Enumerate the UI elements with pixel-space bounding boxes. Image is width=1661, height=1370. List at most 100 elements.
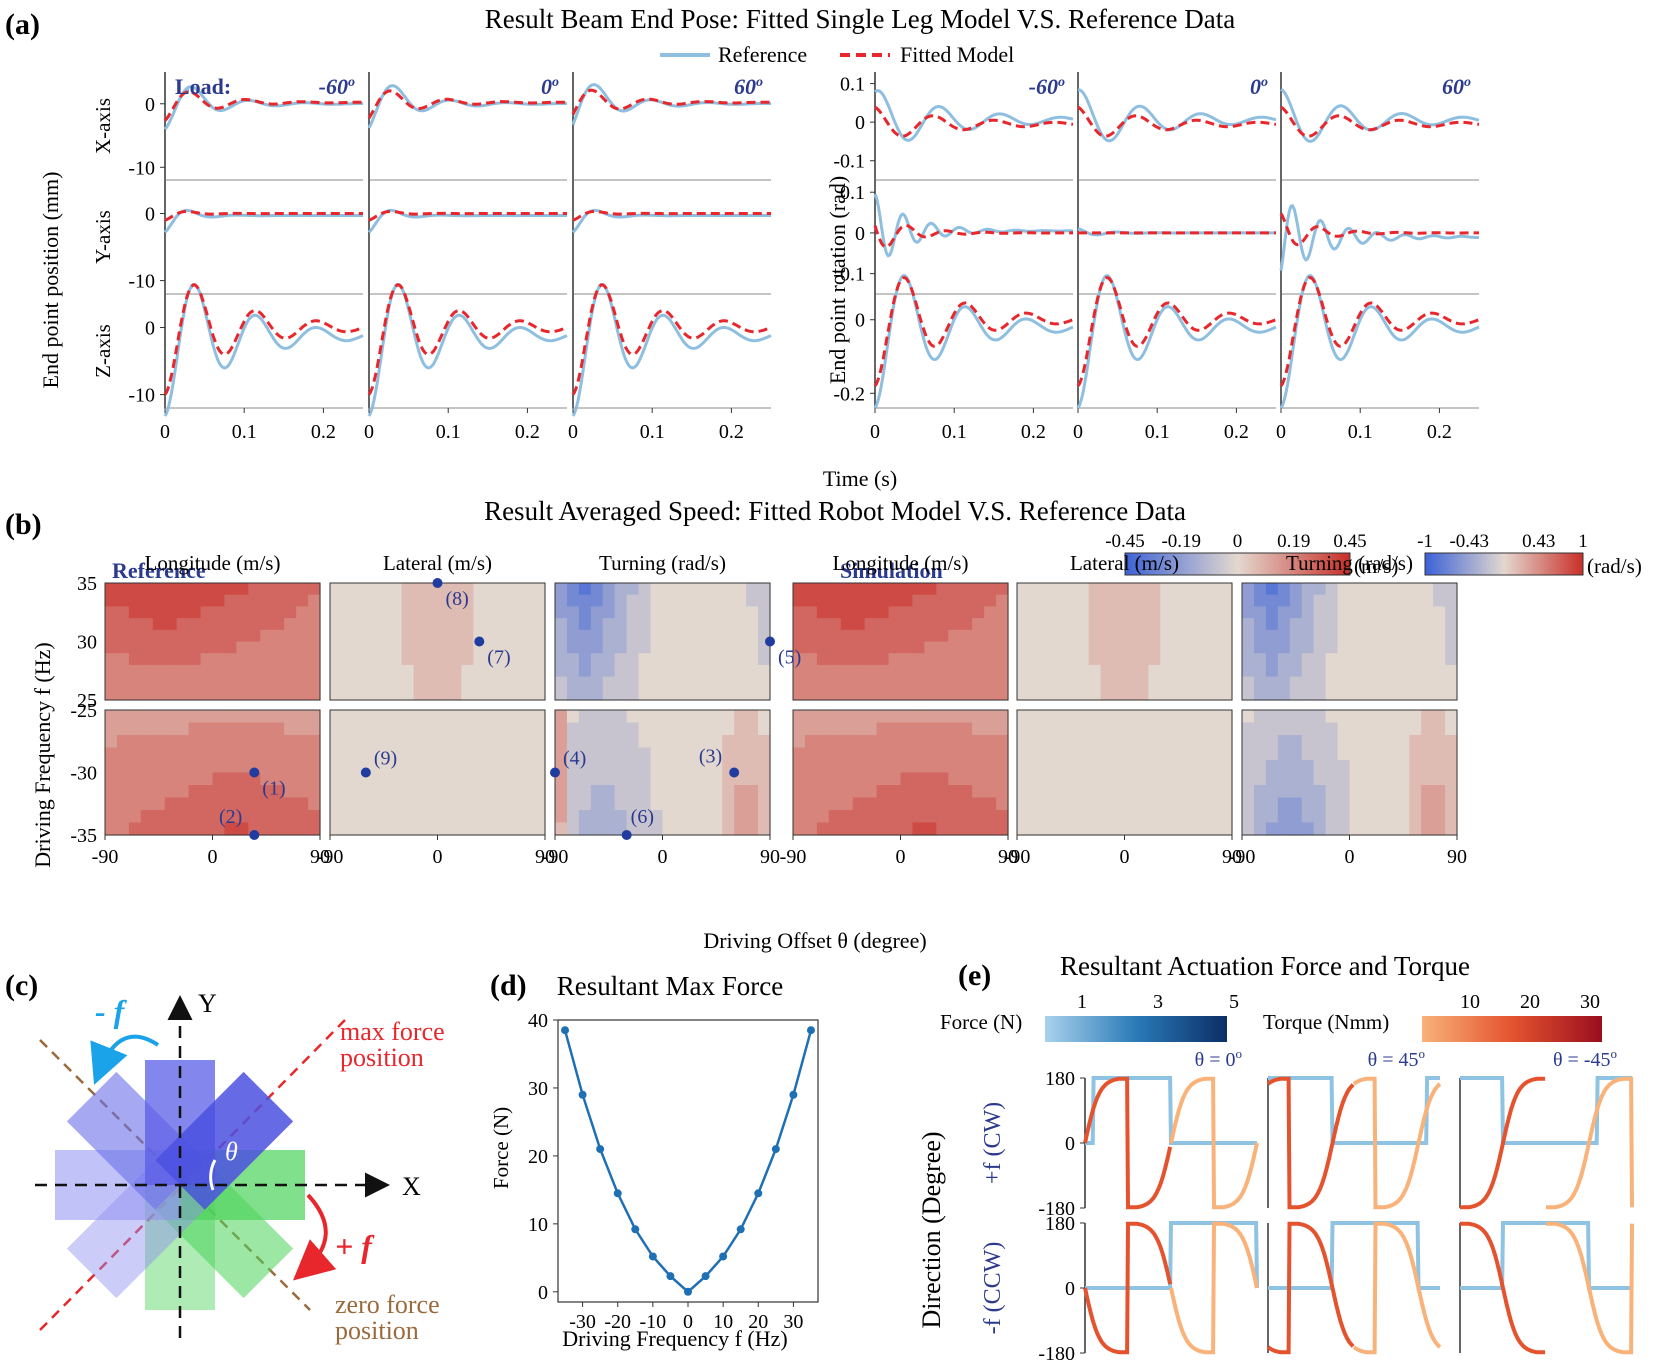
heatmap-cell — [1017, 747, 1030, 761]
heatmap-cell — [473, 664, 486, 678]
heatmap-cell — [1172, 653, 1185, 666]
heatmap-cell — [365, 688, 379, 701]
heatmap-cell — [1028, 822, 1042, 836]
heatmap-cell — [1028, 629, 1042, 643]
heatmap-cell — [1242, 583, 1255, 596]
heatmap-cell — [497, 641, 510, 654]
heatmap-cell — [650, 710, 664, 724]
heatmap-cell — [686, 710, 699, 724]
speed-cbar-tick: -0.45 — [1105, 531, 1145, 552]
heatmap-cell — [188, 641, 202, 654]
heatmap-cell — [413, 629, 427, 643]
chart-d-xlabel: Driving Frequency f (Hz) — [562, 1326, 787, 1351]
heatmap-cell — [936, 688, 949, 701]
heatmap-cell — [996, 772, 1009, 786]
heatmap-cell — [662, 710, 676, 724]
heatmap-cell — [828, 785, 842, 799]
heatmap-cell — [521, 618, 534, 631]
heatmap-cell — [521, 676, 534, 689]
heatmap-cell — [224, 629, 237, 643]
heatmap-cell — [662, 688, 676, 701]
heatmap-cell — [662, 629, 676, 643]
heatmap-cell — [1148, 629, 1161, 643]
heatmap-cell — [377, 710, 391, 724]
heatmap-cell — [377, 676, 391, 689]
y-tick-label: -180 — [1038, 1198, 1075, 1220]
panel-d-label: (d) — [490, 969, 527, 1002]
heatmap-cell — [1017, 822, 1030, 836]
heatmap-cell — [1017, 772, 1030, 786]
heatmap-cell — [365, 810, 379, 824]
heatmap-cell — [1397, 760, 1410, 774]
heatmap-cell — [626, 735, 640, 749]
heatmap-cell — [389, 664, 403, 678]
marker-dot — [765, 636, 775, 647]
heatmap-cell — [437, 785, 451, 799]
legend-fitted-label: Fitted Model — [900, 42, 1014, 67]
heatmap-cell — [734, 822, 747, 836]
heatmap-cell — [566, 735, 580, 749]
heatmap-cell — [236, 688, 249, 701]
heatmap-cell — [176, 583, 190, 596]
heatmap-cell — [449, 629, 462, 643]
heatmap-cell — [425, 664, 439, 678]
heatmap-cell — [1196, 760, 1209, 774]
chart-e-axes-2-0 — [1459, 1076, 1634, 1210]
heatmap-cell — [686, 735, 699, 749]
heatmap-cell — [308, 797, 321, 811]
heatmap-cell — [804, 722, 818, 736]
heatmap-cell — [296, 676, 309, 689]
heatmap-cell — [804, 747, 818, 761]
heatmap-cell — [1445, 641, 1458, 654]
heatmap-cell — [1040, 760, 1054, 774]
heatmap-cell — [1253, 747, 1267, 761]
panel-e-label: (e) — [958, 959, 991, 992]
heatmap-cell — [1265, 735, 1279, 749]
heatmap-cell — [1373, 676, 1386, 689]
heatmap-cell — [746, 710, 759, 724]
heatmap-cell — [377, 735, 391, 749]
heatmap-cell — [698, 810, 711, 824]
heatmap-cell — [1196, 747, 1209, 761]
heatmap-cell — [1136, 653, 1149, 666]
heatmap-cell — [212, 606, 226, 619]
heatmap-cell — [152, 747, 166, 761]
heatmap-cell — [710, 772, 723, 786]
heatmap-cell — [330, 747, 343, 761]
heatmap-cell — [272, 822, 285, 836]
heatmap-cell — [140, 641, 154, 654]
heatmap-cell — [722, 664, 735, 678]
heatmap-cell — [308, 735, 321, 749]
heatmap-cell — [1277, 772, 1291, 786]
heatmap-cell — [521, 664, 534, 678]
heatmap-cell — [212, 785, 226, 799]
heatmap-cell — [566, 676, 580, 689]
chart-e-axes-2-1 — [1459, 1221, 1634, 1355]
heatmap-cell — [521, 722, 534, 736]
heatmap-cell — [996, 760, 1009, 774]
heatmap-cell — [425, 810, 439, 824]
heatmap-cell — [1373, 641, 1386, 654]
heatmap-cell — [413, 735, 427, 749]
heatmap-cell — [1277, 710, 1291, 724]
marker-dot — [360, 767, 371, 778]
heatmap-cell — [590, 797, 604, 811]
turn-cbar-tick: -0.43 — [1449, 531, 1489, 552]
heatmap-cell — [1445, 583, 1458, 596]
heatmap-cell — [1172, 583, 1185, 596]
heatmap-cell — [473, 606, 486, 619]
heatmap-cell — [888, 747, 902, 761]
heatmap-cell — [377, 810, 391, 824]
heatmap-cell — [330, 653, 343, 666]
heatmap-cell — [212, 822, 226, 836]
pos-f-label: + f — [335, 1228, 375, 1264]
heatmap-cell — [746, 785, 759, 799]
y-tick-label: 10 — [528, 1214, 548, 1236]
heatmap-cell — [793, 676, 806, 689]
heatmap-cell — [804, 653, 818, 666]
heatmap-frame — [792, 582, 1009, 701]
heatmap-cell — [1337, 629, 1351, 643]
panel-b-title: Result Averaged Speed: Fitted Robot Mode… — [484, 496, 1186, 526]
heatmap-cell — [1349, 641, 1363, 654]
heatmap-cell — [1208, 747, 1221, 761]
